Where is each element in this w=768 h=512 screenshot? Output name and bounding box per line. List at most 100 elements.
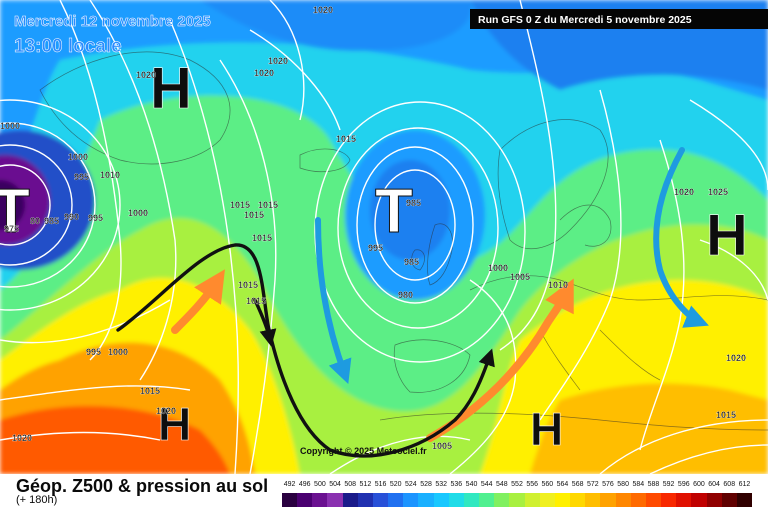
scale-value: 520 [389, 481, 402, 488]
coastlines [39, 51, 768, 431]
cold-arrow-center [315, 217, 352, 385]
north-africa-coast [379, 412, 768, 431]
scale-value: 512 [359, 481, 372, 488]
scale-value: 592 [662, 481, 675, 488]
isobar-label: 1015 [258, 200, 278, 210]
isobar-label: 1020 [254, 68, 274, 78]
run-info: Run GFS 0 Z du Mercredi 5 novembre 2025 [478, 14, 692, 26]
isobar-label: 1015 [246, 296, 266, 306]
warm-arrow-west [171, 269, 225, 334]
legend-subtitle: (+ 180h) [16, 494, 58, 506]
isobar-label: 1025 [708, 187, 728, 197]
isobar-label: 985 [44, 216, 59, 226]
low-core-west-3 [0, 180, 25, 230]
scale-value: 524 [405, 481, 417, 488]
scale-swatch [539, 493, 556, 507]
pressure-systems: H H H H T T [0, 56, 748, 456]
scale-swatch [327, 493, 344, 507]
isobar-label: 1020 [156, 406, 176, 416]
scale-swatch [600, 493, 617, 507]
scale-swatch [554, 493, 571, 507]
scale-swatch [282, 493, 298, 507]
weather-map: H H H H T T 1020 1020 1020 1020 1000 1000 995 1… [0, 0, 768, 474]
scale-value: 568 [571, 481, 584, 488]
high-pressure-marker: H [530, 403, 563, 455]
legend-title: Géop. Z500 & pression au sol [16, 476, 269, 496]
scale-swatch [403, 493, 419, 507]
scale-value: 584 [632, 481, 645, 488]
scale-swatch [479, 493, 495, 507]
scale-value: 528 [420, 481, 432, 488]
isobar-label: 1005 [510, 272, 530, 282]
isobar-label: 1020 [726, 353, 746, 363]
isobars [0, 0, 768, 474]
isobar-label: 995 [86, 347, 101, 357]
scale-swatch [509, 493, 526, 507]
scale-value: 576 [602, 481, 614, 488]
geopotential-chart: H H H H T T 1020 1020 1020 1020 1000 1000 995 1… [0, 0, 768, 474]
isobar-label: 1020 [674, 187, 694, 197]
run-banner [470, 9, 768, 29]
iceland-coast [299, 148, 351, 173]
scale-swatch [676, 493, 692, 507]
scale-swatch [630, 493, 647, 507]
baltic-coast [559, 204, 612, 247]
isobar-label: 1015 [244, 210, 264, 220]
scale-swatch [645, 493, 662, 507]
isobar-label: 1020 [268, 56, 288, 66]
scale-swatch [570, 493, 586, 507]
jet-stream-kink [253, 298, 277, 347]
uk-coast [427, 223, 453, 286]
scale-swatch [388, 493, 404, 507]
high-pressure-marker: H [150, 56, 192, 121]
scale-swatch [736, 493, 753, 507]
europe-coast [469, 275, 768, 301]
isobar-label: 1000 [68, 152, 88, 162]
ireland-coast [411, 249, 425, 271]
scale-swatch [524, 493, 541, 507]
isobar-label: 985 [404, 257, 419, 267]
scale-swatch [297, 493, 313, 507]
isobar-label: 1000 [488, 263, 508, 273]
low-pressure-marker: T [375, 177, 413, 246]
scale-swatch [585, 493, 601, 507]
high-pressure-marker: H [706, 203, 748, 268]
isobar-label: 995 [88, 213, 103, 223]
forecast-date: Mercredi 12 novembre 2025 [14, 13, 211, 30]
low-core-atlantic-inner [370, 160, 450, 260]
low-pressure-marker: T [0, 177, 30, 246]
isobar-label: 995 [74, 172, 89, 182]
z500-band-orange-east [530, 383, 768, 474]
scale-swatch [372, 493, 389, 507]
greenland-coast [39, 51, 231, 165]
scale-swatch [615, 493, 632, 507]
isobar-labels: 1020 1020 1020 1020 1000 1000 995 1010 990 995 80 9… [0, 5, 746, 451]
scale-value: 608 [723, 481, 736, 488]
scale-value: 588 [647, 481, 660, 488]
scale-swatch [494, 493, 510, 507]
scale-swatch [357, 493, 374, 507]
scale-value: 496 [298, 481, 311, 488]
copyright: Copyright © 2025 Meteociel.fr [300, 446, 427, 456]
z500-band-red [0, 406, 230, 474]
isobar-label: 1015 [238, 280, 258, 290]
isobar-label: 1015 [716, 410, 736, 420]
jet-stream [116, 243, 495, 458]
scale-value: 604 [708, 481, 720, 488]
isobar-label: 1010 [548, 280, 568, 290]
isobar-label: 975 [4, 224, 19, 234]
scale-value: 492 [283, 481, 296, 488]
isobar-label: 995 [368, 243, 383, 253]
scale-value: 544 [480, 481, 493, 488]
isobar-label: 1020 [12, 433, 32, 443]
high-pressure-marker: H [158, 398, 191, 450]
scale-swatch [312, 493, 328, 507]
scale-swatch [463, 493, 480, 507]
scale-swatch [448, 493, 465, 507]
isobar-label: 1020 [136, 70, 156, 80]
forecast-time: 13:00 locale [14, 36, 122, 57]
color-scale: 492 496 500 504 508 512 516 520 524 528 532 536 540 5… [282, 474, 753, 512]
isobar-label: 1000 [0, 121, 20, 131]
isobar-label: 1015 [140, 386, 160, 396]
isobar-label: 1000 [108, 347, 128, 357]
